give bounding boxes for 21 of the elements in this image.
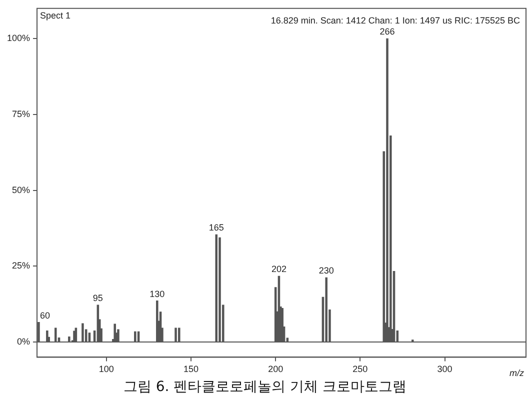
x-tick-label: 100 xyxy=(98,364,114,374)
y-tick-label: 75% xyxy=(12,109,30,120)
x-tick-label: 150 xyxy=(183,364,199,374)
annotation: 16.829 min. Scan: 1412 Chan: 1 Ion: 1497 us RIC: 175525 BC xyxy=(270,15,520,26)
annotation: 60 xyxy=(40,310,50,320)
annotation: 202 xyxy=(271,264,286,274)
x-axis-title: m/z xyxy=(510,368,524,378)
x-tick-label: 300 xyxy=(437,364,452,374)
annotation: 95 xyxy=(92,293,103,304)
y-tick-label: 100% xyxy=(6,33,30,44)
annotation: 130 xyxy=(150,288,165,299)
y-tick-label: 0% xyxy=(17,336,30,347)
annotation: 230 xyxy=(318,266,334,276)
y-tick-label: 25% xyxy=(12,260,30,271)
y-tick-label: 50% xyxy=(12,184,30,195)
x-tick-label: 200 xyxy=(268,364,284,374)
text: 그림 6. 펜타클로로페놀의 기체 크로마토그램 xyxy=(122,378,408,396)
annotation: 266 xyxy=(380,26,395,37)
annotation: 165 xyxy=(208,222,224,233)
x-tick-label: 250 xyxy=(352,364,368,374)
annotation: Spect 1 xyxy=(40,10,71,20)
